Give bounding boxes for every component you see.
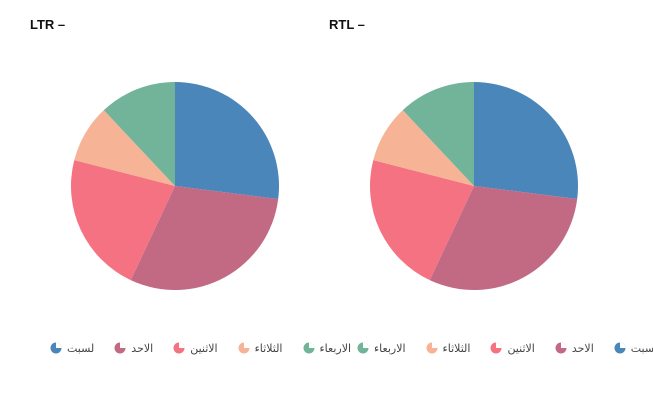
legend-label: الثلاثاء (254, 342, 283, 355)
legend-item-rtl-1[interactable]: الثلاثاء (426, 342, 471, 355)
pie-legend-icon (238, 342, 250, 354)
pie-slice-ltr-2[interactable] (70, 160, 175, 281)
legend-item-rtl-0[interactable]: الاربعاء (357, 342, 406, 355)
legend-item-rtl-4[interactable]: لسبت (614, 342, 653, 355)
legend-ltr: لسبت الاحد الاثنين الثلاثاء الاربعاء (50, 340, 351, 356)
legend-item-rtl-3[interactable]: الاحد (555, 342, 594, 355)
pie-legend-icon (490, 342, 502, 354)
legend-item-ltr-3[interactable]: الثلاثاء (238, 342, 283, 355)
pie-chart-rtl (370, 82, 578, 290)
legend-label: الاحد (571, 342, 594, 355)
pie-legend-icon (426, 342, 438, 354)
legend-item-ltr-2[interactable]: الاثنين (173, 342, 218, 355)
legend-label: لسبت (67, 342, 95, 355)
legend-label: الثلاثاء (442, 342, 471, 355)
legend-label: الاثنين (190, 342, 218, 355)
pie-slice-rtl-0[interactable] (474, 82, 578, 200)
pie-slice-ltr-4[interactable] (103, 82, 175, 186)
legend-label: الاحد (131, 342, 154, 355)
legend-rtl: الاربعاء الثلاثاء الاثنين الاحد لسبت (357, 340, 653, 356)
legend-label: الاربعاء (319, 342, 352, 355)
pie-legend-icon (555, 342, 567, 354)
pie-slice-ltr-0[interactable] (175, 82, 279, 200)
pie-slice-rtl-1[interactable] (429, 186, 578, 290)
legend-item-ltr-4[interactable]: الاربعاء (303, 342, 352, 355)
legend-label: الاربعاء (374, 342, 406, 355)
pie-legend-icon (50, 342, 62, 354)
pie-chart-ltr (70, 82, 279, 290)
chart-title-rtl: RTL – (329, 17, 365, 32)
pie-slice-ltr-3[interactable] (74, 110, 175, 186)
pie-legend-icon (173, 342, 185, 354)
pie-legend-icon (614, 342, 626, 354)
pie-slice-rtl-4[interactable] (402, 82, 474, 186)
pie-slice-rtl-3[interactable] (373, 110, 474, 186)
chart-title-ltr: LTR – (30, 17, 66, 32)
pie-legend-icon (357, 342, 369, 354)
pie-legend-icon (303, 342, 314, 354)
legend-item-ltr-0[interactable]: لسبت (50, 342, 94, 355)
chart-panel-rtl: RTL – الاربعاء الثلاثاء الاثنين الاحد لسبت (329, 0, 653, 400)
chart-panel-ltr: LTR – لسبت الاحد الاثنين الثلاثاء الاربعاء (30, 0, 351, 400)
pie-legend-icon (114, 342, 126, 354)
legend-item-ltr-1[interactable]: الاحد (114, 342, 153, 355)
legend-label: لسبت (630, 342, 653, 355)
legend-label: الاثنين (507, 342, 535, 355)
pie-slice-rtl-2[interactable] (370, 160, 474, 281)
pie-slice-ltr-1[interactable] (130, 186, 279, 290)
legend-item-rtl-2[interactable]: الاثنين (490, 342, 535, 355)
